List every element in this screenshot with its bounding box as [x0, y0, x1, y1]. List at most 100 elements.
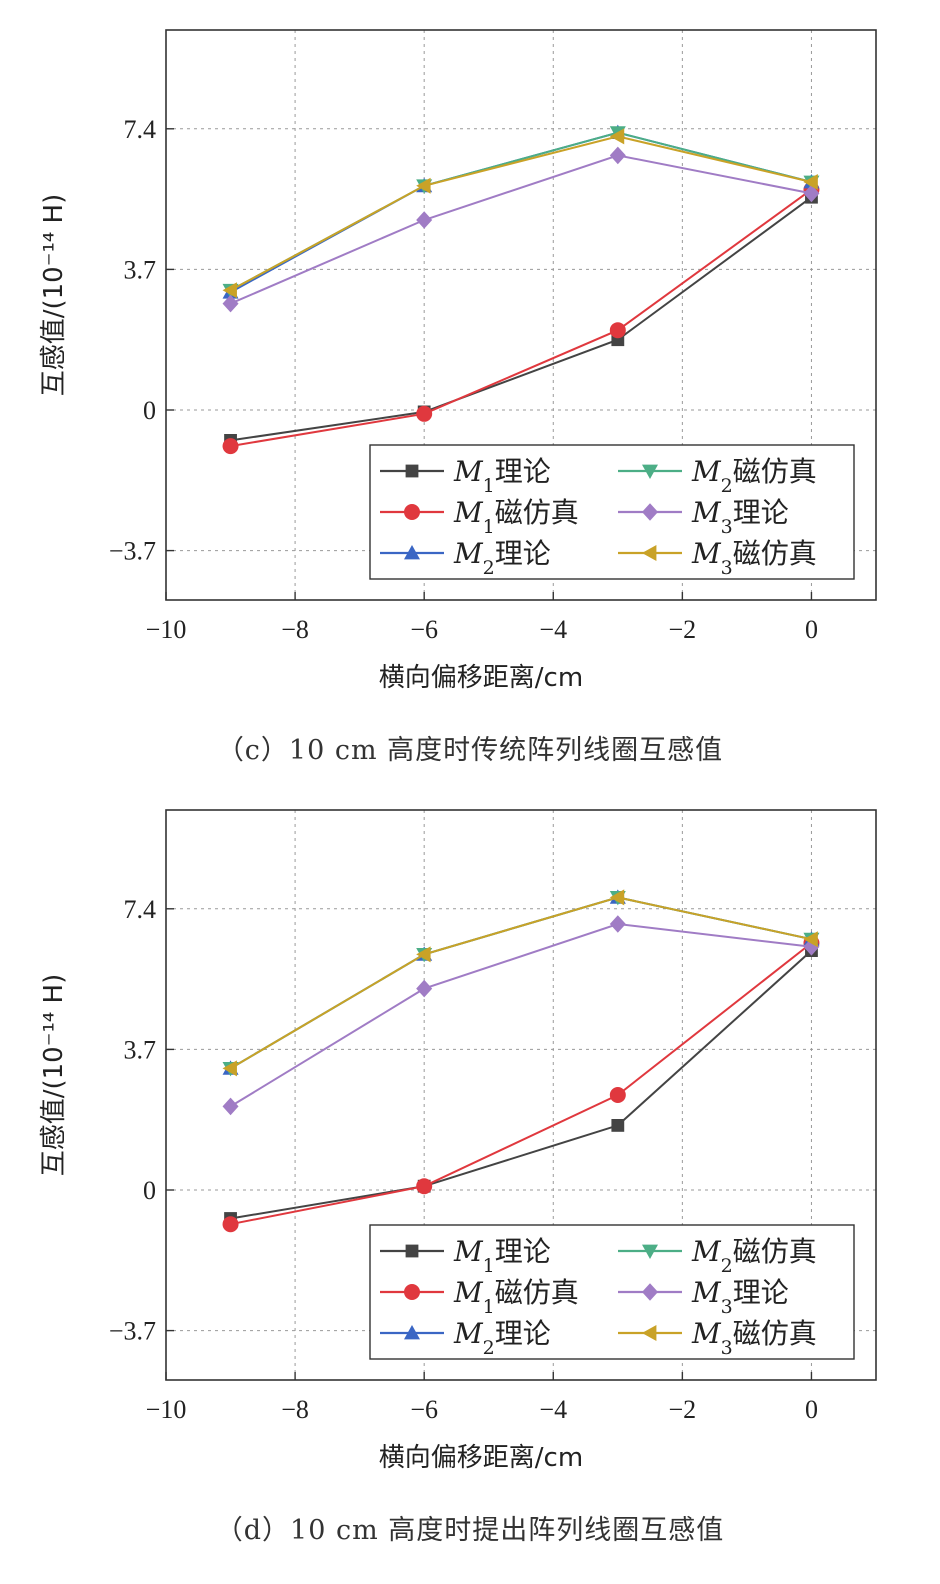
d-xtick-label-3: −4 — [539, 1395, 567, 1424]
c-legend-suffix-4: 理论 — [733, 496, 789, 529]
d-legend-sub-5: 3 — [721, 1337, 733, 1359]
c-series-2 — [222, 124, 820, 299]
d-x-axis-label: 横向偏移距离/cm — [379, 1443, 583, 1473]
c-xtick-label-5: 0 — [805, 615, 818, 644]
c-point-5-0 — [222, 282, 237, 299]
c-point-5-3 — [803, 174, 818, 190]
d-point-4-0 — [222, 1097, 239, 1116]
c-series-3 — [222, 126, 820, 299]
d-legend-marker-1 — [404, 1284, 420, 1300]
c-legend-sub-1: 1 — [483, 516, 495, 538]
d-legend-label-3: M2磁仿真 — [691, 1235, 817, 1277]
c-xtick-label-0: −10 — [146, 615, 187, 644]
c-series-line-1 — [230, 188, 813, 448]
d-legend-item-1: M1磁仿真 — [380, 1276, 579, 1318]
c-point-4-3 — [803, 184, 820, 203]
chart-d: −10 −8 −6 −4 −2 0 −3.7 0 3.7 7.4 横向偏移距离/cm 互感值/(10⁻… — [39, 809, 877, 1473]
d-point-5-2 — [609, 889, 625, 906]
c-legend-suffix-3: 磁仿真 — [733, 455, 817, 488]
c-ytick-label-0: −3.7 — [109, 537, 156, 566]
d-xtick-label-0: −10 — [146, 1395, 187, 1424]
d-series-line-3 — [230, 896, 812, 1070]
c-point-4-0 — [222, 294, 239, 313]
c-xtick-label-2: −6 — [410, 615, 438, 644]
c-series-line-2 — [230, 131, 812, 294]
d-ytick-label-0: −3.7 — [109, 1317, 156, 1346]
c-legend-marker-3 — [642, 464, 658, 479]
d-legend-var-2: M — [453, 1317, 484, 1350]
d-legend-sub-4: 3 — [721, 1296, 733, 1318]
c-xtick-label-3: −4 — [539, 615, 567, 644]
d-series-line-0 — [230, 949, 813, 1220]
c-legend-item-4: M3理论 — [618, 496, 789, 538]
c-legend-item-3: M2磁仿真 — [618, 455, 817, 497]
c-legend-sub-4: 3 — [721, 516, 733, 538]
d-point-1-2 — [609, 1087, 626, 1103]
c-legend-sub-3: 2 — [721, 475, 733, 497]
d-y-axis-label: 互感值/(10⁻¹⁴ H) — [39, 974, 69, 1177]
c-point-4-2 — [609, 146, 626, 165]
d-series-line-2 — [230, 896, 812, 1070]
d-legend-item-5: M3磁仿真 — [618, 1317, 817, 1359]
c-legend-var-0: M — [453, 455, 484, 488]
d-legend-suffix-2: 理论 — [495, 1317, 551, 1350]
d-legend-sub-1: 1 — [483, 1296, 495, 1318]
d-series-3 — [222, 891, 820, 1077]
d-point-5-1 — [416, 946, 431, 963]
c-series-1 — [222, 181, 820, 455]
d-legend-label-5: M3磁仿真 — [691, 1317, 817, 1359]
c-legend-marker-5 — [642, 545, 657, 561]
c-legend-suffix-5: 磁仿真 — [733, 537, 817, 570]
c-series-line-5 — [230, 135, 812, 292]
d-legend-suffix-0: 理论 — [495, 1235, 551, 1268]
c-legend-var-2: M — [453, 537, 484, 570]
d-xtick-label-4: −2 — [669, 1395, 697, 1424]
d-legend-suffix-1: 磁仿真 — [495, 1276, 579, 1309]
d-ytick-label-1: 0 — [143, 1176, 156, 1205]
c-series-5 — [222, 128, 818, 299]
d-series-line-1 — [230, 942, 813, 1226]
c-series-line-0 — [230, 196, 813, 442]
d-legend-sub-0: 1 — [483, 1255, 495, 1277]
d-legend-label-1: M1磁仿真 — [453, 1276, 579, 1318]
c-legend-label-2: M2理论 — [453, 537, 551, 579]
c-legend-marker-2 — [404, 545, 420, 560]
d-legend-marker-0 — [405, 1244, 419, 1258]
d-legend-marker-4 — [642, 1283, 658, 1301]
d-legend-label-0: M1理论 — [453, 1235, 551, 1277]
d-xtick-label-2: −6 — [410, 1395, 438, 1424]
d-legend-label-2: M2理论 — [453, 1317, 551, 1359]
d-legend-suffix-4: 理论 — [733, 1276, 789, 1309]
c-legend-var-1: M — [453, 496, 484, 529]
d-point-1-1 — [416, 1178, 433, 1195]
d-legend-item-0: M1理论 — [380, 1235, 551, 1277]
c-ytick-label-2: 3.7 — [124, 255, 157, 284]
d-legend-box — [369, 1224, 855, 1360]
d-legend-item-3: M2磁仿真 — [618, 1235, 817, 1277]
d-legend-var-0: M — [453, 1235, 484, 1268]
d-series-5 — [222, 889, 818, 1077]
c-point-5-2 — [609, 128, 625, 145]
c-plot-frame — [165, 29, 877, 601]
d-series-0 — [224, 944, 818, 1225]
d-point-5-3 — [803, 931, 818, 948]
d-legend-var-5: M — [691, 1317, 722, 1350]
d-series-4 — [222, 915, 820, 1116]
c-x-axis-label: 横向偏移距离/cm — [379, 663, 583, 693]
c-legend-item-5: M3磁仿真 — [618, 537, 817, 579]
d-legend-var-4: M — [691, 1276, 722, 1309]
c-xtick-label-1: −8 — [281, 615, 309, 644]
d-series-line-5 — [230, 896, 812, 1070]
d-legend-marker-3 — [642, 1244, 658, 1259]
c-series-0 — [224, 190, 818, 447]
c-legend-label-5: M3磁仿真 — [691, 537, 817, 579]
c-legend-item-2: M2理论 — [380, 537, 551, 579]
d-legend-item-4: M3理论 — [618, 1276, 789, 1318]
c-point-1-1 — [416, 405, 433, 422]
d-legend-marker-5 — [642, 1325, 657, 1341]
c-point-1-0 — [222, 438, 239, 455]
c-point-1-2 — [609, 322, 626, 339]
d-xtick-label-5: 0 — [805, 1395, 818, 1424]
d-legend-suffix-5: 磁仿真 — [733, 1317, 817, 1350]
